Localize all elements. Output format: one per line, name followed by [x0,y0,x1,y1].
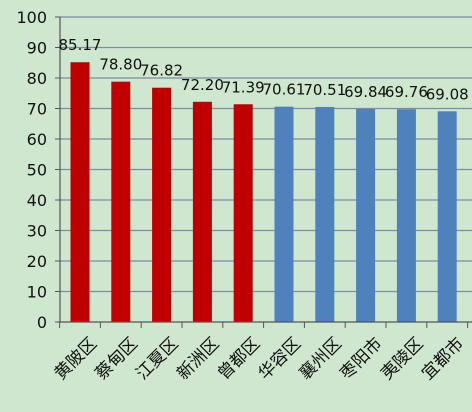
data-label: 85.17 [59,36,102,54]
category-label: 黄陂区 [51,334,101,384]
bar [274,106,294,323]
bars [70,62,457,323]
y-tick-label: 50 [27,161,47,180]
y-tick-label: 100 [16,8,47,27]
data-label: 69.08 [426,85,469,103]
bar [152,87,172,322]
data-label: 78.80 [99,56,142,74]
bar [437,111,457,322]
data-label: 72.20 [181,76,224,94]
category-label: 华容区 [255,334,305,384]
data-label: 71.39 [222,78,265,96]
y-tick-label: 90 [27,39,47,58]
data-label: 70.51 [303,81,346,99]
data-label: 76.82 [140,62,183,80]
bar [315,106,335,323]
category-label: 襄州区 [295,333,346,384]
y-tick-label: 0 [37,313,47,332]
y-tick-label: 30 [27,222,47,241]
category-label: 枣阳市 [336,334,386,384]
category-label: 宜都市 [418,334,468,384]
category-label: 江夏区 [132,334,182,384]
bar [396,109,416,323]
bar [192,101,212,322]
bar [233,104,253,322]
y-tick-label: 20 [27,252,47,271]
y-tick-label: 10 [27,283,47,302]
data-label: 69.84 [344,83,387,101]
category-label: 新洲区 [173,334,223,384]
y-tick-label: 40 [27,191,47,210]
data-label: 69.76 [385,83,428,101]
category-label: 蔡甸区 [92,334,142,384]
y-tick-label: 70 [27,100,47,119]
bar [70,62,90,322]
category-label: 夷陵区 [377,334,427,384]
y-tick-label: 80 [27,69,47,88]
y-tick-label: 60 [27,130,47,149]
bar [356,108,376,322]
bar [111,81,131,322]
data-label: 70.61 [263,81,306,99]
category-label: 曾都区 [214,334,264,384]
axes [55,16,472,328]
